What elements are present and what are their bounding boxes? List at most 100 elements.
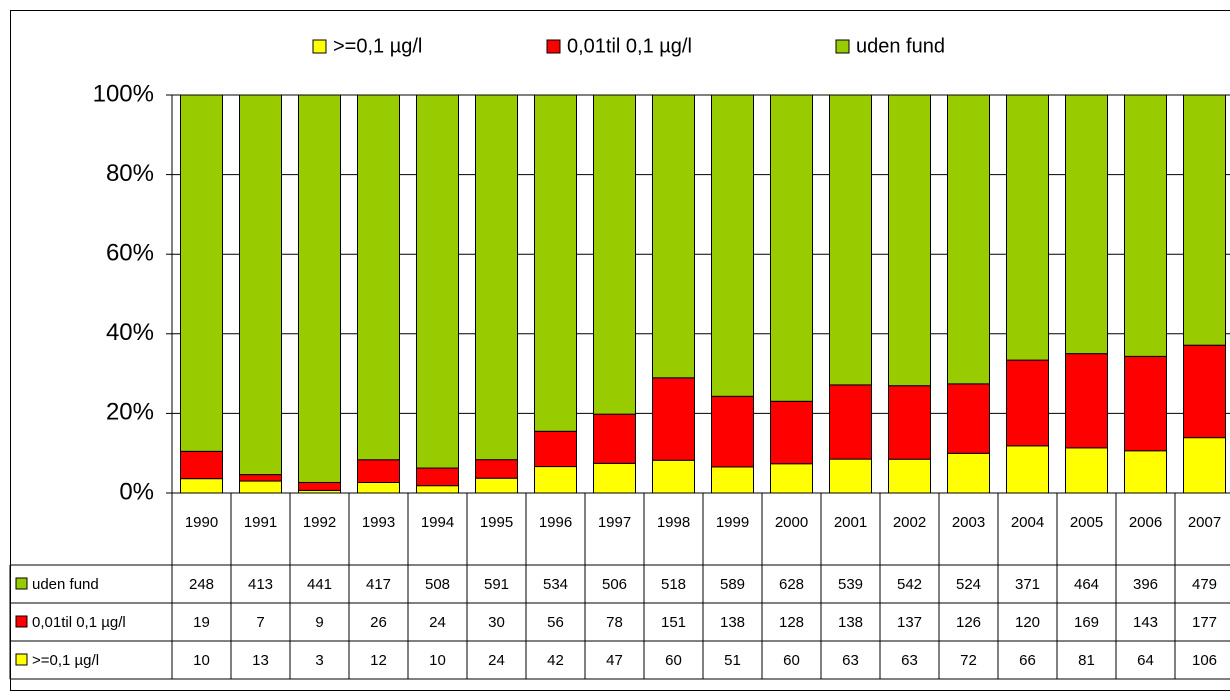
y-tick-label: 40% — [106, 319, 154, 346]
table-cell: 137 — [897, 614, 922, 631]
table-cell: 72 — [960, 652, 977, 669]
x-tick-label: 1990 — [185, 514, 218, 531]
legend-label: uden fund — [856, 35, 945, 57]
bar-segment — [947, 452, 990, 494]
table-cell: 60 — [783, 652, 800, 669]
bar-segment — [357, 459, 400, 484]
table-cell: 542 — [897, 576, 922, 593]
table-row-label: 0,01til 0,1 µg/l — [32, 614, 126, 631]
table-cell: 518 — [661, 576, 686, 593]
table-cell: 524 — [956, 576, 981, 593]
table-cell: 63 — [842, 652, 859, 669]
table-cell: 3 — [315, 652, 323, 669]
table-cell: 128 — [779, 614, 804, 631]
bar-segment — [239, 480, 282, 494]
legend-label: >=0,1 µg/l — [333, 35, 422, 57]
table-cell: 417 — [366, 576, 391, 593]
bar-segment — [770, 94, 813, 402]
bar-segment — [534, 430, 577, 468]
table-cell: 7 — [256, 614, 264, 631]
table-cell: 464 — [1074, 576, 1099, 593]
table-cell: 591 — [484, 576, 509, 593]
bar-segment — [534, 94, 577, 432]
table-cell: 169 — [1074, 614, 1099, 631]
bar-segment — [239, 94, 282, 476]
bar-segment — [711, 94, 754, 397]
bar-segment — [475, 94, 518, 461]
table-cell: 9 — [315, 614, 323, 631]
table-cell: 24 — [488, 652, 505, 669]
table-cell: 78 — [606, 614, 623, 631]
table-cell: 10 — [429, 652, 446, 669]
table-cell: 138 — [838, 614, 863, 631]
y-tick-label: 100% — [93, 80, 154, 107]
table-cell: 42 — [547, 652, 564, 669]
x-tick-label: 2007 — [1188, 514, 1221, 531]
table-cell: 508 — [425, 576, 450, 593]
table-cell: 47 — [606, 652, 623, 669]
bar-segment — [475, 477, 518, 494]
bar-segment — [829, 458, 872, 494]
x-tick-label: 2002 — [893, 514, 926, 531]
bar-segment — [1006, 445, 1049, 494]
table-cell: 371 — [1015, 576, 1040, 593]
table-cell: 628 — [779, 576, 804, 593]
x-tick-label: 1996 — [539, 514, 572, 531]
table-cell: 19 — [193, 614, 210, 631]
table-swatch — [15, 577, 28, 590]
bar-segment — [416, 467, 459, 487]
bar-segment — [1006, 359, 1049, 447]
bar-segment — [180, 94, 223, 452]
bar-segment — [1183, 344, 1226, 439]
bar-segment — [534, 466, 577, 494]
table-cell: 441 — [307, 576, 332, 593]
table-cell: 396 — [1133, 576, 1158, 593]
bar-segment — [298, 481, 341, 491]
table-cell: 63 — [901, 652, 918, 669]
table-row-label: >=0,1 µg/l — [32, 652, 99, 669]
bar-segment — [1065, 94, 1108, 355]
legend-swatch — [835, 39, 850, 54]
x-tick-label: 2001 — [834, 514, 867, 531]
table-cell: 26 — [370, 614, 387, 631]
bar-segment — [593, 462, 636, 494]
x-tick-label: 2000 — [775, 514, 808, 531]
table-cell: 64 — [1137, 652, 1154, 669]
bar-segment — [652, 459, 695, 494]
table-swatch — [15, 653, 28, 666]
bar-segment — [416, 485, 459, 494]
bar-segment — [829, 384, 872, 460]
bar-segment — [888, 385, 931, 460]
bar-segment — [239, 474, 282, 482]
bar-segment — [1124, 94, 1167, 357]
table-cell: 24 — [429, 614, 446, 631]
x-tick-label: 1993 — [362, 514, 395, 531]
x-tick-label: 1998 — [657, 514, 690, 531]
bar-segment — [770, 463, 813, 494]
bar-segment — [1183, 94, 1226, 346]
y-tick-label: 20% — [106, 399, 154, 426]
bar-segment — [829, 94, 872, 386]
table-cell: 81 — [1078, 652, 1095, 669]
x-tick-label: 2004 — [1011, 514, 1044, 531]
bar-segment — [652, 94, 695, 379]
table-cell: 138 — [720, 614, 745, 631]
table-cell: 30 — [488, 614, 505, 631]
table-cell: 10 — [193, 652, 210, 669]
table-cell: 539 — [838, 576, 863, 593]
x-tick-label: 1997 — [598, 514, 631, 531]
bar-segment — [711, 395, 754, 468]
bar-segment — [888, 94, 931, 387]
y-tick-label: 0% — [119, 478, 154, 505]
bar-segment — [1183, 437, 1226, 494]
table-cell: 177 — [1192, 614, 1217, 631]
bar-segment — [1065, 447, 1108, 494]
bar-segment — [1124, 450, 1167, 494]
table-cell: 534 — [543, 576, 568, 593]
table-cell: 13 — [252, 652, 269, 669]
bar-segment — [652, 377, 695, 461]
bar-segment — [1006, 94, 1049, 361]
table-cell: 126 — [956, 614, 981, 631]
y-tick-label: 80% — [106, 160, 154, 187]
